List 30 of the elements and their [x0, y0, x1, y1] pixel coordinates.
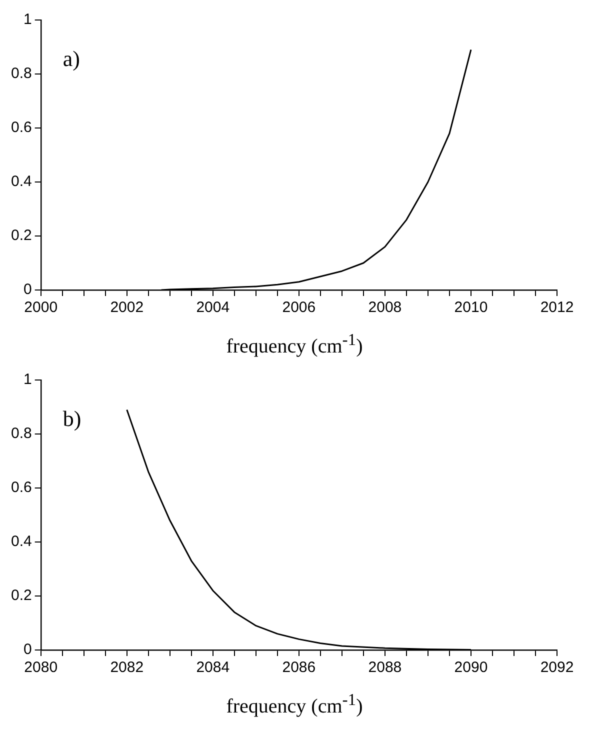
x-tick-label: 2092 [540, 659, 574, 676]
y-tick-label: 0.4 [10, 533, 32, 550]
y-tick-label: 0.2 [10, 227, 32, 244]
x-tick-label: 2086 [282, 659, 316, 676]
x-tick-label: 2082 [110, 659, 144, 676]
y-tick-label: 0 [24, 281, 32, 298]
y-tick-label: 0.6 [10, 479, 32, 496]
x-tick-label: 2004 [196, 299, 230, 316]
x-axis-title: frequency (cm$^{-1}$) [225, 689, 364, 720]
y-tick-label: 0 [24, 641, 32, 658]
x-tick-label: 2008 [368, 299, 402, 316]
y-tick-label: 0.8 [10, 65, 32, 82]
y-tick-label: 0.8 [10, 425, 32, 442]
x-tick-label: 2002 [110, 299, 144, 316]
x-tick-label: 2088 [368, 659, 402, 676]
y-tick-label: 1 [24, 371, 32, 388]
y-tick-label: 0.6 [10, 119, 32, 136]
x-tick-label: 2084 [196, 659, 230, 676]
y-tick-label: 1 [24, 11, 32, 28]
annotation: a) [62, 46, 80, 71]
x-tick-label: 2000 [24, 299, 58, 316]
x-tick-label: 2006 [282, 299, 316, 316]
x-axis-title: frequency (cm$^{-1}$) [225, 329, 364, 360]
x-tick-label: 2080 [24, 659, 58, 676]
x-tick-label: 2012 [540, 299, 574, 316]
y-tick-label: 0.4 [10, 173, 32, 190]
y-tick-label: 0.2 [10, 587, 32, 604]
x-tick-label: 2090 [454, 659, 488, 676]
annotation: b) [62, 406, 82, 431]
x-tick-label: 2010 [454, 299, 488, 316]
